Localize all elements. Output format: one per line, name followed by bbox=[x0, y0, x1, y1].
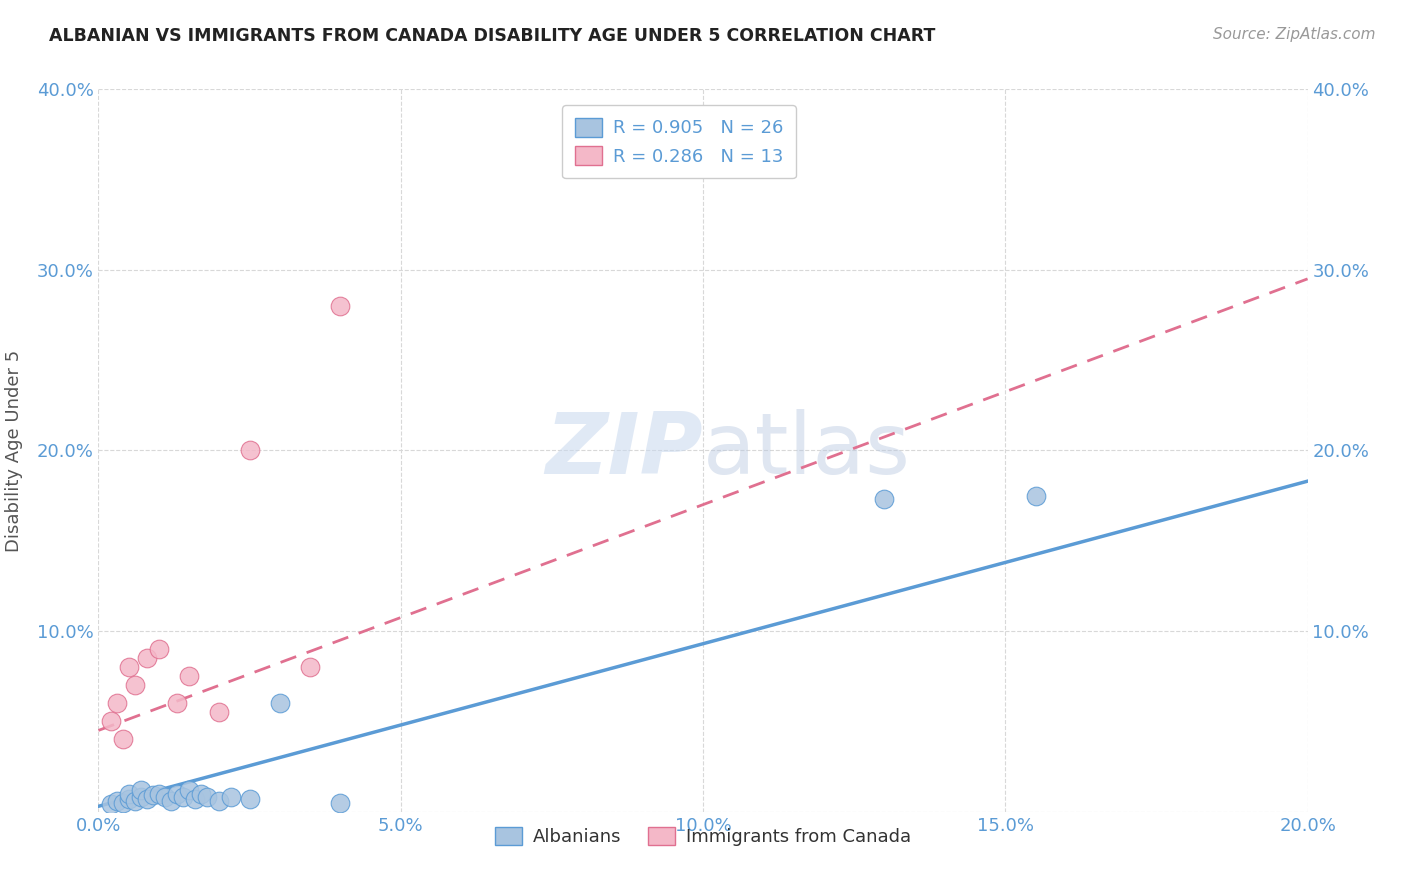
Point bbox=[135, 792, 157, 806]
Point bbox=[239, 443, 262, 458]
Legend: Albanians, Immigrants from Canada: Albanians, Immigrants from Canada bbox=[488, 820, 918, 854]
Point bbox=[208, 706, 231, 720]
Point bbox=[329, 796, 352, 810]
Point bbox=[179, 669, 201, 683]
Point bbox=[208, 794, 231, 808]
Point bbox=[100, 714, 122, 729]
Point bbox=[179, 783, 201, 797]
Point bbox=[118, 660, 141, 674]
Point bbox=[172, 790, 194, 805]
Point bbox=[153, 790, 176, 805]
Point bbox=[166, 697, 188, 711]
Point bbox=[269, 697, 291, 711]
Point bbox=[118, 792, 141, 806]
Point bbox=[129, 783, 152, 797]
Point bbox=[221, 790, 243, 805]
Point bbox=[190, 787, 212, 801]
Point bbox=[148, 787, 170, 801]
Point bbox=[160, 794, 183, 808]
Point bbox=[299, 660, 322, 674]
Point bbox=[1024, 489, 1046, 503]
Point bbox=[195, 790, 218, 805]
Point bbox=[111, 796, 134, 810]
Point bbox=[184, 792, 207, 806]
Point bbox=[100, 797, 122, 812]
Point bbox=[166, 787, 188, 801]
Point bbox=[124, 794, 146, 808]
Point bbox=[142, 789, 165, 803]
Point bbox=[873, 492, 896, 507]
Point bbox=[239, 792, 262, 806]
Point bbox=[129, 790, 152, 805]
Text: Source: ZipAtlas.com: Source: ZipAtlas.com bbox=[1212, 27, 1375, 42]
Point bbox=[135, 651, 157, 665]
Y-axis label: Disability Age Under 5: Disability Age Under 5 bbox=[4, 350, 22, 551]
Text: ZIP: ZIP bbox=[546, 409, 703, 492]
Point bbox=[118, 787, 141, 801]
Point bbox=[329, 299, 352, 313]
Point bbox=[148, 642, 170, 657]
Point bbox=[111, 732, 134, 747]
Text: ALBANIAN VS IMMIGRANTS FROM CANADA DISABILITY AGE UNDER 5 CORRELATION CHART: ALBANIAN VS IMMIGRANTS FROM CANADA DISAB… bbox=[49, 27, 935, 45]
Point bbox=[105, 794, 128, 808]
Point bbox=[105, 697, 128, 711]
Text: atlas: atlas bbox=[703, 409, 911, 492]
Point bbox=[124, 678, 146, 692]
